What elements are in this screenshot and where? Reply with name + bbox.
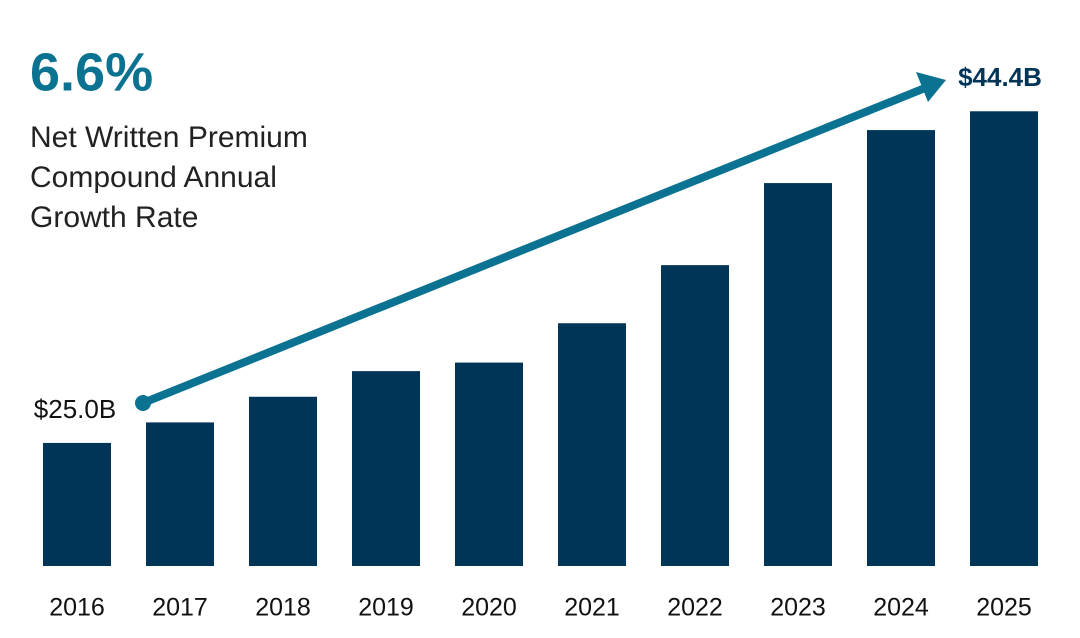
- bar: [558, 323, 626, 566]
- cagr-caption: Compound Annual: [30, 161, 277, 194]
- cagr-caption: Net Written Premium: [30, 121, 308, 154]
- bar: [455, 362, 523, 566]
- arrow-shaft: [141, 84, 927, 407]
- value-label: $25.0B: [34, 394, 116, 424]
- x-tick-label: 2023: [770, 594, 826, 622]
- bar: [43, 442, 111, 566]
- x-tick-label: 2016: [49, 594, 105, 622]
- arrow-start: [135, 395, 151, 411]
- bar: [249, 396, 317, 566]
- bar: [764, 183, 832, 566]
- cagr-caption: Growth Rate: [30, 201, 198, 234]
- x-tick-label: 2017: [152, 594, 208, 622]
- x-tick-label: 2022: [667, 594, 723, 622]
- bar: [970, 111, 1038, 566]
- arrow-head: [916, 72, 946, 102]
- value-label: $44.4B: [958, 62, 1042, 92]
- bar: [661, 265, 729, 566]
- growth-arrow: [135, 72, 946, 411]
- cagr-value: 6.6%: [30, 42, 153, 102]
- bar: [146, 422, 214, 566]
- x-tick-label: 2025: [976, 594, 1032, 622]
- x-tick-label: 2021: [564, 594, 620, 622]
- x-tick-label: 2024: [873, 594, 929, 622]
- x-tick-label: 2020: [461, 594, 517, 622]
- x-tick-label: 2018: [255, 594, 311, 622]
- x-tick-label: 2019: [358, 594, 414, 622]
- bar: [867, 130, 935, 567]
- bar: [352, 371, 420, 566]
